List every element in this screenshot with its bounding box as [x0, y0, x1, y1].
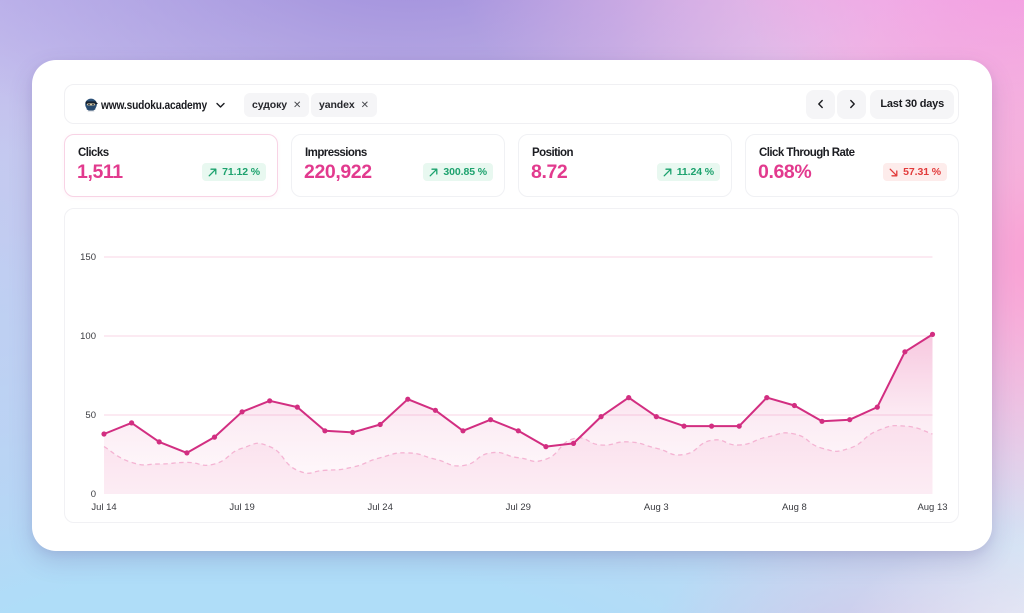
svg-text:Jul 14: Jul 14	[91, 502, 116, 513]
svg-text:100: 100	[80, 331, 96, 342]
svg-text:50: 50	[85, 410, 96, 421]
svg-text:Jul 24: Jul 24	[368, 502, 393, 513]
svg-text:0: 0	[91, 489, 96, 500]
svg-text:Aug 8: Aug 8	[782, 502, 807, 513]
svg-text:150: 150	[80, 252, 96, 263]
svg-text:Jul 29: Jul 29	[506, 502, 531, 513]
svg-text:Jul 19: Jul 19	[229, 502, 254, 513]
svg-text:Aug 3: Aug 3	[644, 502, 669, 513]
svg-text:Aug 13: Aug 13	[917, 502, 947, 513]
